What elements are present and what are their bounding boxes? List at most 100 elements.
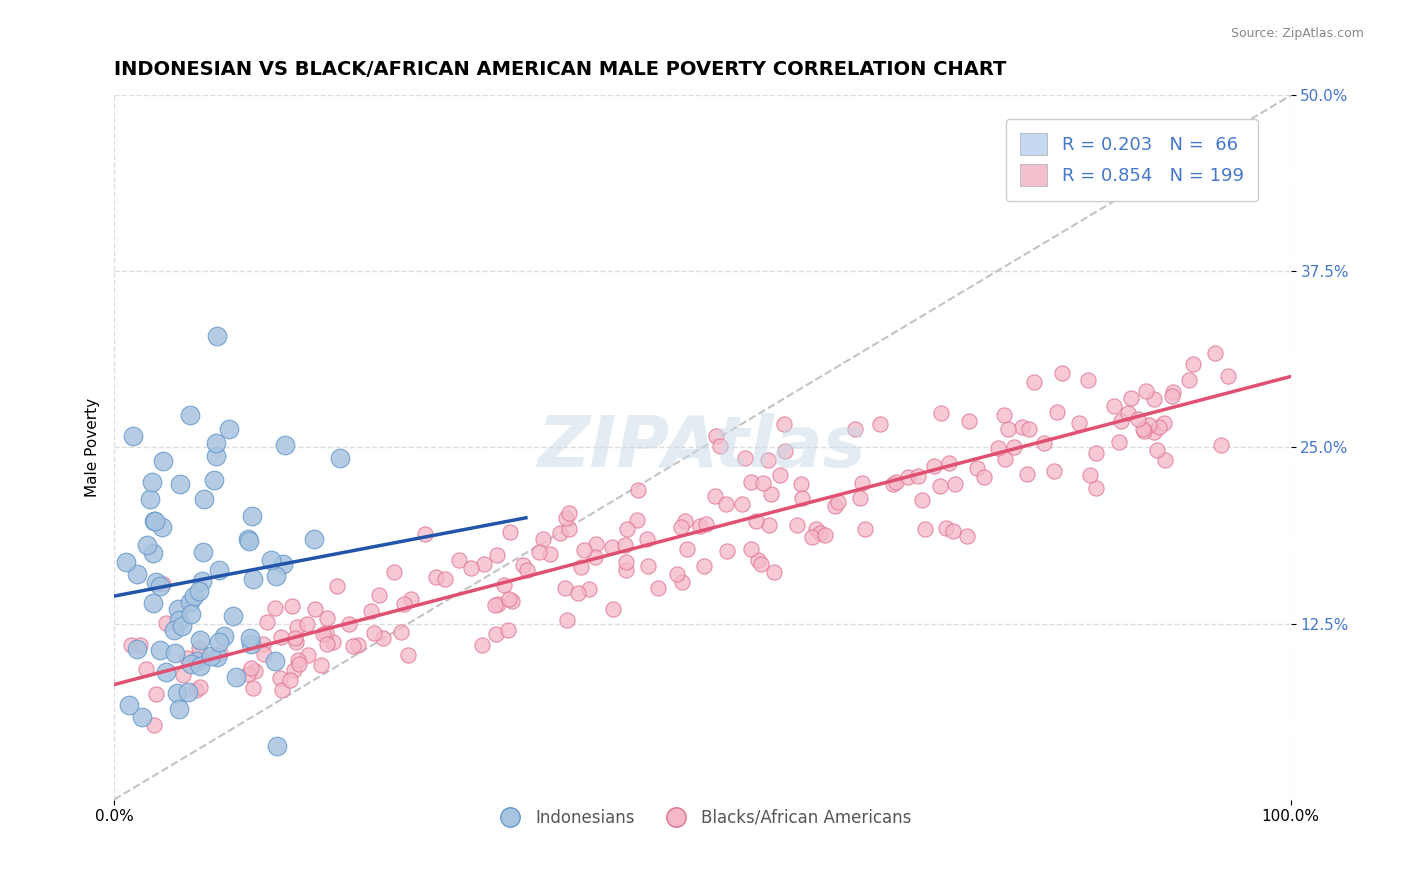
Legend: Indonesians, Blacks/African Americans: Indonesians, Blacks/African Americans (486, 802, 918, 833)
Point (485, 627, 508, 641)
Point (239, 632, 262, 646)
Point (763, 565, 786, 579)
Point (703, 489, 725, 503)
Point (853, 522, 876, 536)
Point (280, 599, 302, 613)
Point (827, 495, 849, 509)
Point (498, 591, 520, 606)
Point (143, 514, 166, 528)
Point (993, 409, 1015, 423)
Point (180, 607, 202, 622)
Point (183, 589, 205, 603)
Point (371, 631, 394, 645)
Point (207, 329, 229, 343)
Point (256, 615, 278, 629)
Point (415, 527, 437, 541)
Point (709, 439, 731, 453)
Point (347, 638, 370, 652)
Point (240, 637, 263, 651)
Point (759, 487, 782, 501)
Point (221, 608, 243, 623)
Y-axis label: Male Poverty: Male Poverty (86, 398, 100, 497)
Point (425, 570, 447, 584)
Point (613, 538, 636, 552)
Point (163, 623, 186, 637)
Point (673, 514, 696, 528)
Point (394, 597, 416, 611)
Point (287, 653, 309, 667)
Point (1153, 417, 1175, 431)
Point (242, 572, 264, 586)
Point (531, 533, 554, 547)
Point (271, 557, 294, 571)
Point (555, 613, 578, 627)
Point (943, 477, 966, 491)
Point (471, 638, 494, 652)
Point (848, 491, 870, 505)
Point (188, 584, 211, 599)
Point (149, 579, 172, 593)
Point (616, 523, 638, 537)
Point (671, 520, 693, 534)
Point (540, 547, 562, 561)
Point (814, 528, 837, 542)
Point (191, 574, 214, 588)
Point (1146, 443, 1168, 458)
Point (704, 429, 727, 443)
Point (129, 638, 152, 652)
Point (484, 598, 506, 612)
Point (806, 522, 828, 536)
Point (734, 450, 756, 465)
Point (287, 657, 309, 671)
Point (225, 670, 247, 684)
Point (449, 553, 471, 567)
Point (1077, 372, 1099, 386)
Point (1182, 357, 1205, 371)
Point (163, 646, 186, 660)
Point (309, 657, 332, 672)
Point (142, 596, 165, 610)
Point (142, 546, 165, 560)
Point (253, 647, 276, 661)
Point (790, 491, 813, 506)
Point (1108, 434, 1130, 449)
Point (756, 453, 779, 467)
Point (187, 641, 209, 656)
Point (316, 637, 339, 651)
Point (1080, 467, 1102, 482)
Point (1015, 467, 1038, 481)
Point (155, 665, 177, 680)
Point (145, 687, 167, 701)
Point (602, 601, 624, 615)
Point (125, 641, 148, 656)
Point (1126, 411, 1149, 425)
Point (1119, 391, 1142, 405)
Point (135, 662, 157, 676)
Point (897, 470, 920, 484)
Point (800, 530, 823, 544)
Point (1161, 389, 1184, 403)
Point (208, 563, 231, 577)
Point (886, 475, 908, 490)
Point (752, 475, 775, 490)
Point (671, 575, 693, 590)
Point (284, 634, 307, 648)
Point (179, 408, 201, 422)
Text: Source: ZipAtlas.com: Source: ZipAtlas.com (1230, 27, 1364, 40)
Point (188, 632, 211, 647)
Point (516, 563, 538, 577)
Point (911, 492, 934, 507)
Point (773, 417, 796, 431)
Point (218, 422, 240, 436)
Point (1011, 419, 1033, 434)
Point (583, 549, 606, 564)
Point (740, 541, 762, 556)
Point (389, 624, 412, 639)
Point (1209, 438, 1232, 452)
Point (399, 592, 422, 607)
Point (1204, 345, 1226, 359)
Point (141, 475, 163, 489)
Point (973, 470, 995, 484)
Point (167, 702, 190, 716)
Point (745, 514, 768, 528)
